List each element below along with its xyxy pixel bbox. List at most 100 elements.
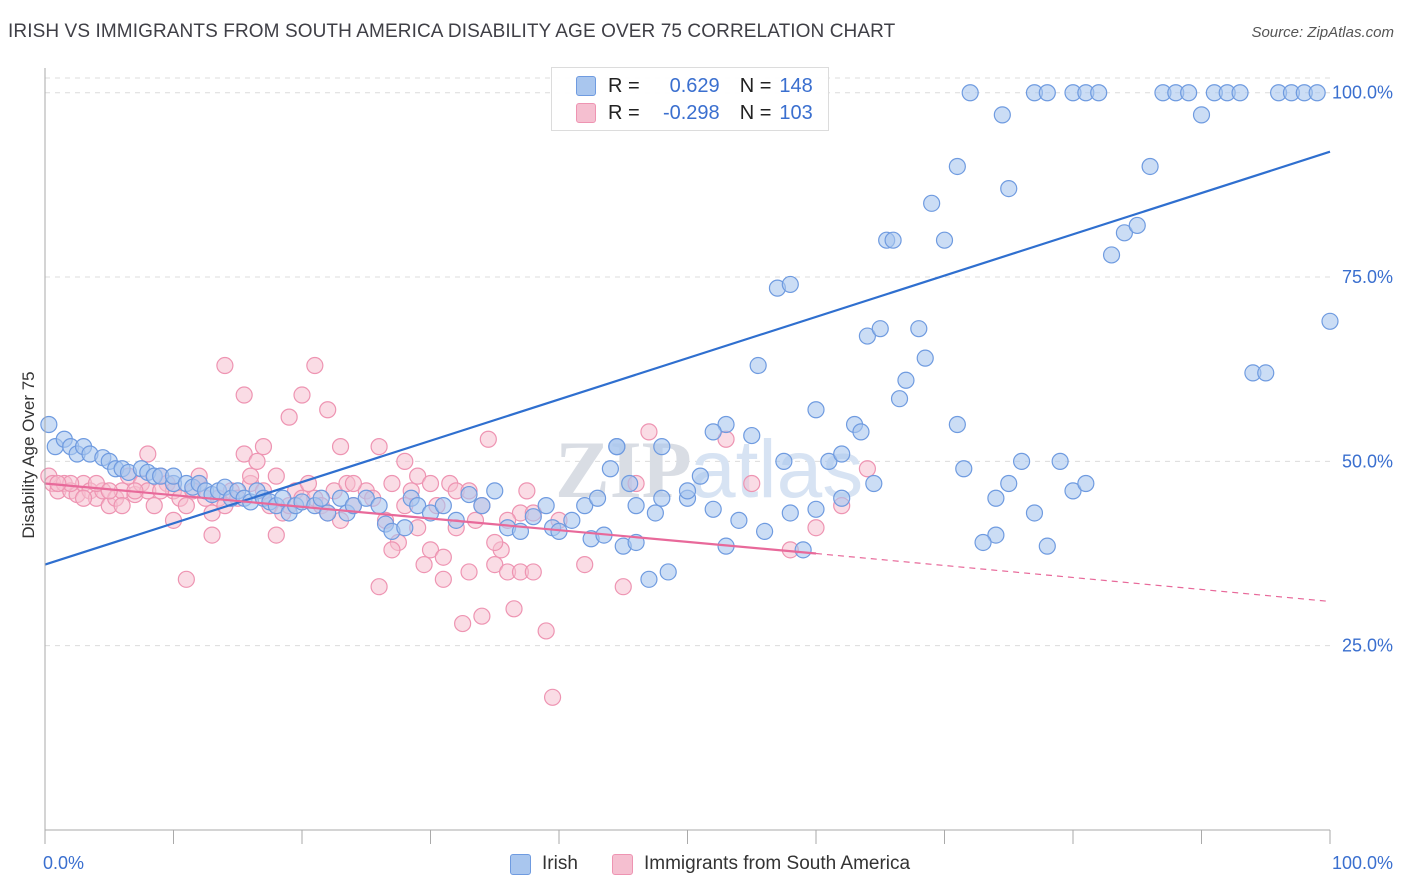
data-point-south-america: [543, 688, 562, 706]
trend-line-south-america-extension: [815, 552, 1331, 603]
data-point-irish: [473, 497, 491, 515]
data-point-irish: [653, 489, 671, 507]
data-point-south-america: [145, 497, 163, 515]
data-point-south-america: [177, 497, 195, 515]
data-point-south-america: [113, 497, 131, 515]
data-point-irish: [717, 415, 735, 434]
data-point-irish: [916, 349, 934, 367]
data-point-irish: [537, 497, 555, 515]
data-point-irish: [993, 106, 1011, 124]
data-point-irish: [434, 497, 452, 515]
data-point-irish: [40, 415, 58, 434]
data-point-south-america: [434, 570, 452, 588]
data-point-irish: [923, 194, 941, 212]
data-point-irish: [164, 467, 183, 485]
axes: 25.0% 50.0% 75.0% 100.0% 0.0% 100.0%: [43, 68, 1393, 873]
data-point-irish: [524, 508, 542, 526]
data-point-irish: [807, 500, 825, 518]
data-point-south-america: [858, 460, 877, 478]
data-point-irish: [646, 504, 664, 522]
data-point-south-america: [280, 408, 298, 426]
data-point-south-america: [743, 474, 761, 493]
data-point-irish: [833, 489, 851, 507]
data-point-irish: [1102, 246, 1121, 264]
data-point-south-america: [139, 445, 157, 463]
data-point-irish: [961, 84, 979, 102]
data-point-irish: [820, 452, 838, 470]
y-tick-label: 100.0%: [1332, 83, 1393, 103]
legend-label: Immigrants from South America: [644, 853, 911, 874]
chart-title: IRISH VS IMMIGRANTS FROM SOUTH AMERICA D…: [8, 21, 896, 42]
data-point-irish: [1180, 84, 1198, 102]
data-point-irish: [897, 371, 915, 389]
data-point-irish: [608, 438, 626, 456]
data-point-south-america: [518, 482, 536, 500]
data-point-south-america: [421, 474, 440, 493]
data-point-irish: [274, 489, 292, 507]
data-point-south-america: [344, 474, 362, 493]
data-point-irish: [948, 415, 966, 434]
data-point-irish: [781, 504, 799, 522]
data-point-irish: [1308, 84, 1326, 102]
data-point-irish: [955, 460, 973, 478]
data-point-irish: [935, 231, 954, 249]
data-point-south-america: [216, 356, 234, 375]
data-point-south-america: [203, 526, 221, 544]
data-point-irish: [833, 445, 851, 463]
legend-item-irish[interactable]: Irish: [510, 851, 578, 877]
data-point-south-america: [505, 600, 523, 618]
data-point-irish: [852, 423, 870, 441]
data-point-irish: [775, 452, 793, 470]
data-point-south-america: [415, 555, 433, 574]
data-point-irish: [704, 423, 722, 441]
data-point-south-america: [383, 474, 401, 493]
south-america-swatch: [612, 853, 633, 875]
data-point-south-america: [370, 578, 388, 596]
r-value: -0.298: [662, 101, 720, 124]
trend-lines: [44, 150, 1331, 603]
data-point-south-america: [421, 541, 440, 559]
data-point-irish: [319, 504, 337, 522]
data-point-south-america: [74, 489, 93, 507]
data-point-irish: [370, 497, 388, 515]
data-point-irish: [1051, 452, 1069, 470]
data-point-south-america: [177, 570, 195, 588]
data-point-irish: [1038, 84, 1056, 102]
data-point-irish: [948, 157, 966, 176]
data-point-irish: [1141, 157, 1159, 176]
data-point-irish: [1192, 106, 1211, 124]
data-point-south-america: [537, 622, 555, 640]
data-point-irish: [460, 485, 478, 504]
data-point-south-america: [293, 386, 311, 404]
data-point-irish: [1321, 312, 1339, 330]
data-point-irish: [1000, 474, 1018, 493]
data-point-irish: [486, 482, 504, 500]
n-label: N =: [739, 74, 772, 97]
data-point-south-america: [466, 511, 485, 529]
trend-line-south-america: [44, 482, 817, 555]
data-point-irish: [1000, 179, 1018, 198]
data-point-irish: [1257, 364, 1275, 382]
data-point-south-america: [576, 555, 594, 574]
legend-item-south-america[interactable]: Immigrants from South America: [612, 851, 910, 877]
data-point-irish: [627, 497, 645, 515]
data-point-south-america: [524, 563, 542, 581]
stats-row-south-america: R = -0.298 N = 103: [576, 100, 813, 126]
data-point-irish: [653, 438, 671, 456]
data-point-irish: [871, 320, 889, 338]
data-point-irish: [1012, 452, 1031, 470]
data-point-irish: [884, 231, 902, 249]
data-point-irish: [659, 563, 677, 581]
stats-row-irish: R = 0.629 N = 148: [576, 73, 813, 99]
data-point-south-america: [331, 438, 350, 456]
irish-points: [40, 84, 1339, 588]
data-point-irish: [749, 356, 767, 375]
n-value: 103: [779, 101, 813, 124]
data-point-south-america: [460, 563, 478, 581]
data-point-irish: [1064, 482, 1082, 500]
data-point-south-america: [235, 445, 253, 463]
data-point-irish: [357, 489, 375, 507]
data-point-irish: [865, 474, 883, 493]
data-point-south-america: [396, 452, 414, 470]
